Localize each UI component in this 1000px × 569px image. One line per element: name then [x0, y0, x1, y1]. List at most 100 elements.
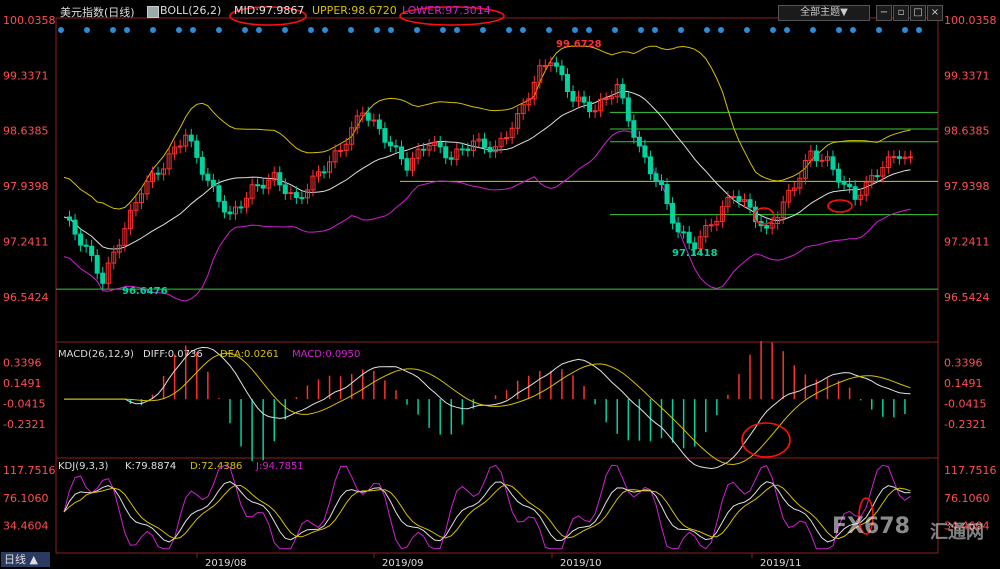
candle-body	[166, 153, 172, 170]
macd-legend-dea: DEA:0.0261	[220, 349, 279, 360]
signal-dot	[546, 27, 552, 33]
candle-body	[714, 220, 720, 226]
candle-body	[802, 159, 808, 179]
date-tick: 2019/09	[382, 558, 424, 569]
candle-body	[836, 168, 842, 183]
kdj-legend-j: J:94.7851	[255, 461, 304, 472]
candle-body	[188, 134, 194, 142]
candle-body	[183, 134, 189, 147]
candle-body	[653, 173, 659, 182]
candle-body	[598, 98, 604, 112]
candle-body	[675, 222, 681, 233]
candle-body	[172, 146, 178, 155]
candle-body	[659, 180, 665, 186]
candle-body	[338, 149, 344, 152]
restore-icon[interactable]: ▫	[893, 5, 909, 21]
candle-body	[719, 206, 725, 222]
candle-body	[100, 272, 106, 284]
signal-dot	[348, 27, 354, 33]
candle-body	[664, 184, 670, 205]
candle-body	[321, 171, 327, 174]
candle-body	[470, 140, 476, 151]
macd-legend-macd: MACD:0.0950	[292, 349, 360, 360]
candle-body	[896, 156, 902, 159]
candle-body	[708, 224, 714, 227]
boll-lower-value: LOWER:97.3014	[402, 4, 491, 17]
candle-body	[277, 172, 283, 186]
candle-body	[127, 209, 133, 230]
candle-body	[122, 228, 128, 246]
swing-low-annotation: 97.1418	[672, 248, 718, 259]
signal-dot	[388, 27, 394, 33]
candle-body	[78, 233, 84, 246]
highlight-circle	[741, 422, 791, 458]
candle-body	[786, 189, 792, 203]
period-tab[interactable]: 日线 ▲	[1, 552, 50, 567]
candle-body	[365, 112, 371, 121]
macd-tick-left: 0.3396	[3, 357, 42, 370]
candle-body	[138, 193, 144, 204]
date-tick: 2019/10	[560, 558, 602, 569]
highlight-circle	[753, 207, 775, 225]
candle-body	[553, 62, 559, 67]
price-tick-right: 97.2411	[944, 235, 990, 248]
boll-mid-line	[63, 90, 911, 250]
signal-dot	[810, 27, 816, 33]
candle-body	[509, 127, 515, 139]
kdj-tick-left: 117.7516	[3, 464, 56, 477]
low-annotation: 96.6476	[122, 286, 168, 297]
price-tick-right: 97.9398	[944, 180, 990, 193]
candle-body	[520, 104, 526, 115]
candle-body	[404, 158, 410, 171]
signal-dot	[176, 27, 182, 33]
signal-dot	[836, 27, 842, 33]
candle-body	[310, 175, 316, 191]
candle-body	[105, 262, 111, 284]
price-tick-left: 99.3371	[3, 69, 49, 82]
macd-legend-diff: DIFF:0.0736	[143, 349, 203, 360]
candle-body	[111, 251, 117, 264]
signal-dot	[242, 27, 248, 33]
candle-body	[907, 156, 913, 159]
kdj-tick-left: 76.1060	[3, 492, 49, 505]
close-icon[interactable]: ×	[927, 5, 943, 21]
candle-body	[210, 179, 216, 187]
signal-dot	[652, 27, 658, 33]
candle-body	[697, 236, 703, 250]
signal-dot	[110, 27, 116, 33]
candle-body	[465, 148, 471, 151]
watermark-cn: 汇通网	[930, 522, 984, 543]
candle-body	[747, 199, 753, 208]
candle-body	[205, 173, 211, 181]
candle-body	[249, 184, 255, 199]
price-tick-left: 97.9398	[3, 180, 49, 193]
candle-body	[703, 224, 709, 238]
candle-body	[570, 90, 576, 102]
kdj-j-line	[63, 464, 911, 550]
candle-body	[454, 148, 460, 160]
minimize-icon[interactable]: −	[876, 5, 892, 21]
maximize-icon[interactable]: □	[910, 5, 926, 21]
boll-grid-icon[interactable]	[147, 6, 159, 18]
signal-dot	[638, 27, 644, 33]
boll-upper-value: UPPER:98.6720	[312, 4, 397, 17]
signal-dot	[414, 27, 420, 33]
macd-tick-right: -0.2321	[944, 418, 986, 431]
kdj-legend-name: KDJ(9,3,3)	[58, 461, 109, 472]
signal-dot	[520, 27, 526, 33]
signal-dot	[256, 27, 262, 33]
watermark-brand: FX678	[832, 514, 910, 539]
candle-body	[493, 146, 499, 153]
macd-tick-right: -0.0415	[944, 398, 986, 411]
signal-dot	[506, 27, 512, 33]
candle-body	[531, 81, 537, 100]
signal-dot	[704, 27, 710, 33]
theme-dropdown[interactable]: 全部主题▼	[778, 5, 870, 21]
candle-body	[299, 197, 305, 200]
kdj-legend-d: D:72.4386	[190, 461, 242, 472]
candle-body	[592, 110, 598, 113]
macd-legend-name: MACD(26,12,9)	[58, 349, 134, 360]
candle-body	[216, 185, 222, 202]
price-tick-right: 99.3371	[944, 69, 990, 82]
